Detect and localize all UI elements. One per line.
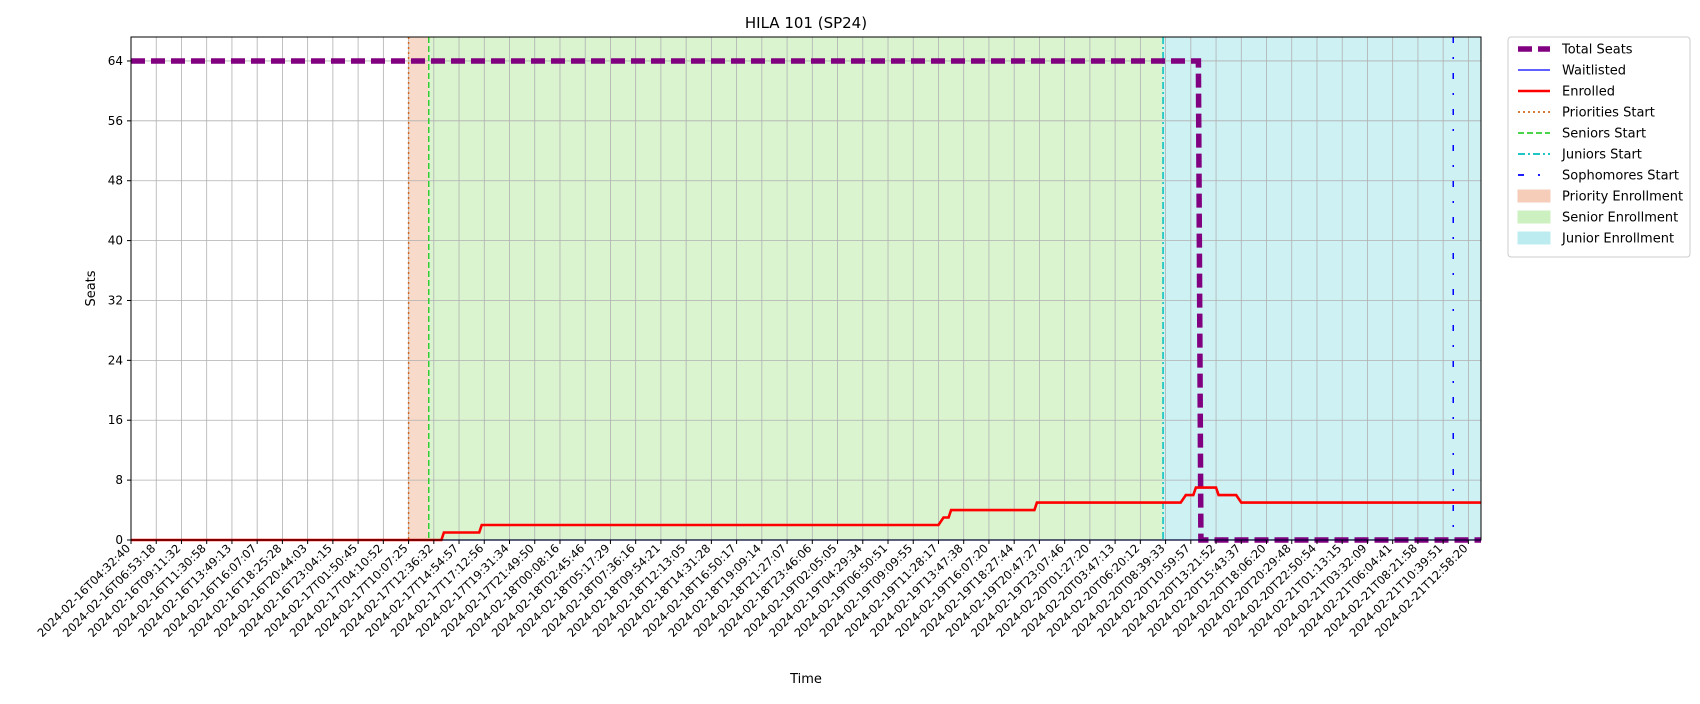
y-tick-label: 40 xyxy=(108,234,123,248)
legend-label: Juniors Start xyxy=(1561,148,1642,163)
legend-label: Enrolled xyxy=(1562,85,1615,100)
legend-swatch xyxy=(1517,210,1551,224)
y-tick-label: 64 xyxy=(108,54,123,68)
y-tick-label: 24 xyxy=(108,353,123,367)
legend-label: Junior Enrollment xyxy=(1561,232,1674,247)
y-tick-label: 0 xyxy=(115,533,123,547)
y-tick-label: 56 xyxy=(108,114,123,128)
legend: Total Seats Waitlisted Enrolled Priorities … xyxy=(1507,36,1691,258)
legend-box xyxy=(1507,36,1691,258)
y-tick-label: 8 xyxy=(115,473,123,487)
y-axis-label: Seats xyxy=(84,270,99,306)
enrollment-span xyxy=(408,37,429,540)
legend-label: Total Seats xyxy=(1561,43,1633,58)
legend-label: Priority Enrollment xyxy=(1562,190,1683,205)
y-tick-label: 16 xyxy=(108,413,123,427)
legend-swatch xyxy=(1517,231,1551,245)
y-tick-label: 48 xyxy=(108,174,123,188)
y-tick-label: 32 xyxy=(108,293,123,307)
plot-frame xyxy=(130,36,1482,541)
chart-title: HILA 101 (SP24) xyxy=(745,14,867,32)
legend-swatch xyxy=(1517,189,1551,203)
x-axis-label: Time xyxy=(789,672,822,687)
enrollment-span xyxy=(1163,37,1481,540)
enrollment-span xyxy=(428,37,1164,540)
legend-label: Seniors Start xyxy=(1562,127,1646,142)
legend-label: Priorities Start xyxy=(1562,106,1655,121)
legend-label: Sophomores Start xyxy=(1562,169,1679,184)
grid xyxy=(130,37,1481,541)
legend-label: Waitlisted xyxy=(1562,64,1626,79)
series-line xyxy=(131,486,1481,542)
legend-label: Senior Enrollment xyxy=(1562,211,1678,226)
